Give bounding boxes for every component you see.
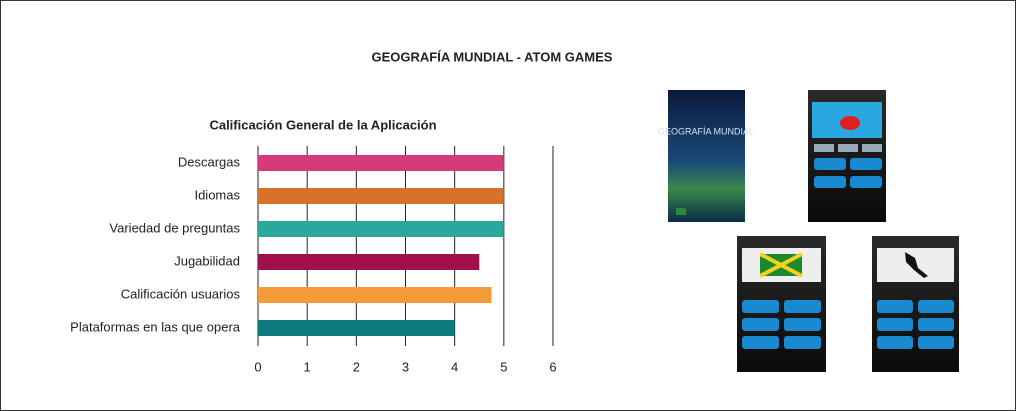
x-tick-label: 3 [402,359,409,374]
chart-title: Calificación General de la Aplicación [209,117,436,132]
screenshot-map [808,90,886,222]
bar [258,320,455,336]
bar [258,254,480,270]
splash-title: GEOGRAFÍA MUNDIAL [658,126,754,136]
y-tick-label: Descargas [178,154,241,169]
screenshot-flag [737,236,826,372]
y-tick-label: Jugabilidad [174,253,240,268]
bar [258,155,504,171]
screenshot-splash: GEOGRAFÍA MUNDIAL [658,90,754,222]
y-tick-label: Plataformas en las que opera [70,319,241,334]
x-tick-label: 1 [304,359,311,374]
y-tick-label: Calificación usuarios [121,286,241,301]
page-title: GEOGRAFÍA MUNDIAL - ATOM GAMES [372,49,613,64]
x-tick-label: 4 [451,359,458,374]
x-tick-label: 0 [254,359,261,374]
bar [258,188,504,204]
x-tick-label: 6 [549,359,556,374]
y-tick-label: Idiomas [194,187,240,202]
screenshot-shape [872,236,959,372]
x-tick-label: 2 [353,359,360,374]
bar [258,287,492,303]
bar [258,221,504,237]
y-tick-label: Variedad de preguntas [109,220,240,235]
x-tick-label: 5 [500,359,507,374]
